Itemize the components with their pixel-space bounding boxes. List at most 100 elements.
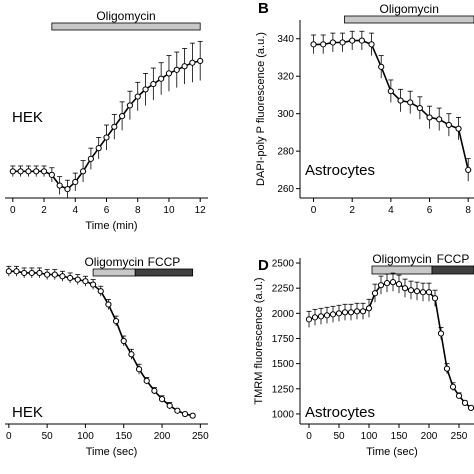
x-tick-label: 0 bbox=[311, 205, 317, 216]
data-point bbox=[105, 301, 112, 308]
x-tick-label: 0 bbox=[10, 205, 16, 216]
data-point bbox=[431, 295, 439, 302]
x-tick-label: 100 bbox=[361, 431, 378, 442]
x-tick-label: 10 bbox=[163, 205, 175, 216]
data-point bbox=[347, 309, 355, 316]
data-point bbox=[51, 271, 58, 278]
data-point bbox=[9, 168, 16, 175]
data-point bbox=[150, 80, 157, 88]
data-point bbox=[64, 186, 71, 193]
y-tick-label: 1500 bbox=[272, 359, 295, 370]
data-point bbox=[72, 178, 79, 186]
data-point bbox=[397, 97, 404, 104]
data-point bbox=[44, 271, 51, 278]
data-point bbox=[341, 309, 349, 316]
data-point bbox=[120, 337, 127, 345]
panel-letter: B bbox=[258, 0, 269, 17]
data-point bbox=[305, 316, 313, 323]
data-point bbox=[128, 351, 135, 358]
treatment-bar-label: Oligomycin bbox=[84, 255, 143, 269]
treatment-bar bbox=[431, 265, 474, 275]
y-tick-label: 2500 bbox=[272, 259, 295, 270]
data-point bbox=[407, 99, 414, 106]
data-point bbox=[401, 285, 409, 292]
x-tick-label: 2 bbox=[41, 205, 47, 216]
data-point bbox=[5, 268, 12, 275]
data-point bbox=[142, 86, 149, 93]
treatment-bar bbox=[92, 268, 136, 277]
data-point bbox=[465, 166, 472, 173]
treatment-bar-label: FCCP bbox=[148, 255, 181, 269]
x-tick-label: 4 bbox=[388, 205, 394, 216]
data-point bbox=[87, 155, 94, 162]
x-tick-label: 6 bbox=[104, 205, 110, 216]
data-point bbox=[67, 274, 74, 282]
data-point bbox=[358, 37, 365, 44]
data-point bbox=[143, 377, 150, 384]
data-point bbox=[165, 70, 173, 77]
treatment-bar-label: Oligomycin bbox=[96, 9, 155, 23]
data-point bbox=[455, 392, 463, 399]
data-point bbox=[395, 281, 403, 288]
x-tick-label: 100 bbox=[77, 431, 94, 442]
x-tick-label: 150 bbox=[115, 431, 132, 442]
data-point bbox=[359, 308, 367, 315]
data-point bbox=[419, 289, 427, 296]
data-point bbox=[407, 287, 415, 294]
data-point bbox=[377, 282, 385, 289]
data-point bbox=[437, 330, 445, 337]
panel-letter: D bbox=[258, 257, 269, 274]
data-point bbox=[74, 276, 81, 283]
data-point bbox=[97, 288, 104, 295]
data-point bbox=[197, 57, 204, 65]
data-point bbox=[320, 41, 327, 48]
x-tick-label: 50 bbox=[42, 431, 54, 442]
x-tick-label: 4 bbox=[72, 205, 78, 216]
data-point bbox=[349, 37, 356, 44]
x-tick-label: 2 bbox=[349, 205, 355, 216]
y-tick-label: 1750 bbox=[272, 334, 295, 345]
data-point bbox=[119, 113, 126, 120]
data-point bbox=[158, 75, 165, 82]
cell-type-label: Astrocytes bbox=[305, 404, 375, 421]
series-line bbox=[308, 281, 472, 409]
data-point bbox=[135, 366, 143, 373]
data-point bbox=[17, 168, 24, 175]
data-point bbox=[371, 290, 379, 297]
x-axis-label: Time (sec) bbox=[86, 446, 138, 458]
y-tick-label: 2000 bbox=[272, 309, 295, 320]
treatment-bar bbox=[344, 15, 474, 24]
data-point bbox=[455, 125, 462, 132]
y-tick-label: 260 bbox=[277, 184, 294, 195]
data-point bbox=[436, 116, 443, 123]
data-point bbox=[353, 308, 361, 315]
data-point bbox=[189, 412, 196, 419]
data-point bbox=[79, 168, 87, 175]
y-tick-label: 300 bbox=[277, 109, 294, 120]
data-point bbox=[111, 123, 118, 130]
x-tick-label: 8 bbox=[135, 205, 141, 216]
cell-type-label: HEK bbox=[12, 109, 43, 126]
treatment-bar-label: Oligomycin bbox=[380, 2, 439, 16]
data-point bbox=[467, 404, 474, 412]
data-point bbox=[416, 104, 423, 112]
data-point bbox=[181, 410, 189, 418]
data-point bbox=[112, 317, 120, 325]
panel-hek-oligomycin-fccp: 0 50 100 150 200 250 Time (sec) Oligomycin FCCP H… bbox=[5, 255, 209, 458]
y-axis-label: TMRM fluorescence (a.u.) bbox=[253, 277, 265, 404]
series-line bbox=[313, 39, 469, 171]
cell-type-label: Astrocytes bbox=[305, 162, 375, 179]
data-point bbox=[82, 278, 89, 285]
data-point bbox=[13, 268, 20, 275]
x-tick-label: 0 bbox=[306, 431, 312, 442]
data-point bbox=[383, 280, 391, 287]
data-point bbox=[95, 145, 102, 152]
panel-d-astrocytes-oligomycin-fccp: 0 50 100 150 200 250 Time (sec) 1000 1250 1500 175… bbox=[253, 252, 474, 458]
treatment-bar bbox=[51, 22, 201, 31]
x-axis-label: Time (min) bbox=[85, 220, 137, 232]
data-point bbox=[173, 66, 180, 73]
data-point bbox=[378, 63, 385, 70]
data-point bbox=[40, 168, 48, 175]
y-tick-label: 1250 bbox=[272, 384, 295, 395]
